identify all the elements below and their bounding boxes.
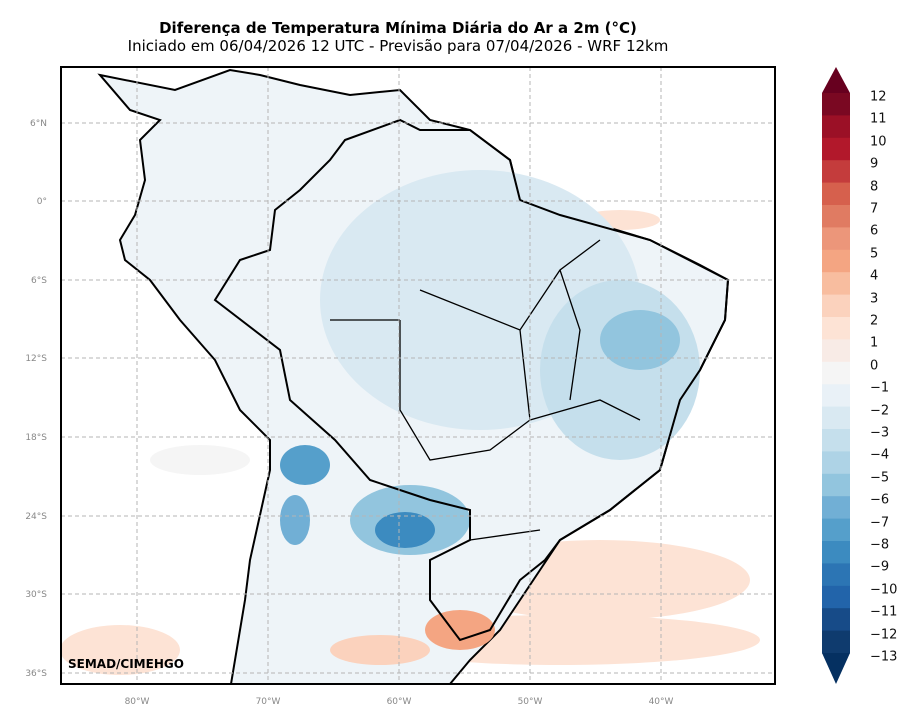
- colorbar-tick-label: −3: [870, 425, 890, 441]
- colorbar: [822, 67, 850, 684]
- credit-label: SEMAD/CIMEHGO: [68, 657, 184, 671]
- colorbar-band: [822, 406, 850, 430]
- colorbar-tick-label: 12: [870, 89, 887, 105]
- colorbar-extension: [822, 67, 850, 93]
- map-title: Diferença de Temperatura Mínima Diária d…: [159, 19, 637, 37]
- map-subtitle: Iniciado em 06/04/2026 12 UTC - Previsão…: [127, 37, 669, 55]
- colorbar-tick-label: 4: [870, 268, 879, 284]
- lat-label: 6°S: [31, 276, 47, 286]
- colorbar-tick-label: 11: [870, 111, 887, 127]
- cool-anomaly: [600, 310, 680, 370]
- colorbar-band: [822, 384, 850, 408]
- cool-anomaly: [280, 445, 330, 485]
- colorbar-tick-label: −9: [870, 559, 890, 575]
- neutral-area: [150, 445, 250, 475]
- colorbar-tick-label: 8: [870, 179, 879, 195]
- colorbar-tick-label: 5: [870, 246, 879, 262]
- map-frame: [60, 66, 776, 685]
- colorbar-tick-label: −5: [870, 470, 890, 486]
- colorbar-band: [822, 429, 850, 452]
- colorbar-band: [822, 272, 850, 296]
- lon-label: 60°W: [387, 697, 412, 707]
- colorbar-tick-label: −8: [870, 537, 890, 553]
- colorbar-tick-label: 7: [870, 201, 879, 217]
- colorbar-band: [822, 608, 850, 632]
- colorbar-tick-label: 10: [870, 134, 887, 150]
- colorbar-tick-label: 9: [870, 156, 879, 172]
- colorbar-band: [822, 563, 850, 587]
- lon-label: 80°W: [125, 697, 150, 707]
- lat-label: 0°: [37, 197, 47, 207]
- cool-anomaly: [375, 512, 435, 548]
- colorbar-band: [822, 541, 850, 564]
- colorbar-tick-label: −4: [870, 447, 890, 463]
- colorbar-band: [822, 93, 850, 116]
- colorbar-tick-label: 0: [870, 358, 879, 374]
- colorbar-band: [822, 518, 850, 542]
- warm-anomaly: [425, 610, 495, 650]
- state-borders: [330, 239, 641, 541]
- colorbar-tick-label: −13: [870, 649, 898, 665]
- colorbar-tick-label: 2: [870, 313, 879, 329]
- lon-label: 50°W: [518, 697, 543, 707]
- lon-label: 70°W: [256, 697, 281, 707]
- lon-label: 40°W: [649, 697, 674, 707]
- warm-anomaly: [330, 635, 430, 665]
- colorbar-band: [822, 205, 850, 228]
- colorbar-band: [822, 137, 850, 161]
- colorbar-band: [822, 585, 850, 609]
- colorbar-band: [822, 115, 850, 139]
- cool-anomaly: [540, 280, 700, 460]
- colorbar-band: [822, 294, 850, 318]
- colorbar-band: [822, 630, 850, 654]
- lat-label: 30°S: [25, 590, 47, 600]
- colorbar-tick-label: −12: [870, 627, 898, 643]
- colorbar-band: [822, 339, 850, 363]
- colorbar-band: [822, 317, 850, 340]
- lat-label: 12°S: [25, 354, 47, 364]
- colorbar-extension: [822, 653, 850, 684]
- colorbar-tick-label: 3: [870, 291, 879, 307]
- warm-anomaly-ocean: [61, 625, 180, 675]
- colorbar-tick-label: −6: [870, 492, 890, 508]
- colorbar-band: [822, 227, 850, 251]
- lat-label: 18°S: [25, 433, 47, 443]
- colorbar-band: [822, 160, 850, 184]
- colorbar-tick-label: 6: [870, 223, 879, 239]
- colorbar-tick-label: −7: [870, 515, 890, 531]
- cool-anomaly: [280, 495, 310, 545]
- colorbar-band: [822, 496, 850, 520]
- lat-label: 24°S: [25, 512, 47, 522]
- colorbar-tick-label: −11: [870, 604, 898, 620]
- colorbar-tick-label: −2: [870, 403, 890, 419]
- colorbar-tick-label: 1: [870, 335, 879, 351]
- colorbar-band: [822, 182, 850, 206]
- colorbar-band: [822, 249, 850, 273]
- colorbar-tick-label: −1: [870, 380, 890, 396]
- lat-label: 36°S: [25, 669, 47, 679]
- brazil-border: [213, 118, 730, 642]
- lat-label: 6°N: [30, 119, 47, 129]
- colorbar-tick-label: −10: [870, 582, 898, 598]
- colorbar-band: [822, 473, 850, 497]
- colorbar-band: [822, 451, 850, 475]
- colorbar-band: [822, 361, 850, 385]
- graticule: [61, 67, 775, 684]
